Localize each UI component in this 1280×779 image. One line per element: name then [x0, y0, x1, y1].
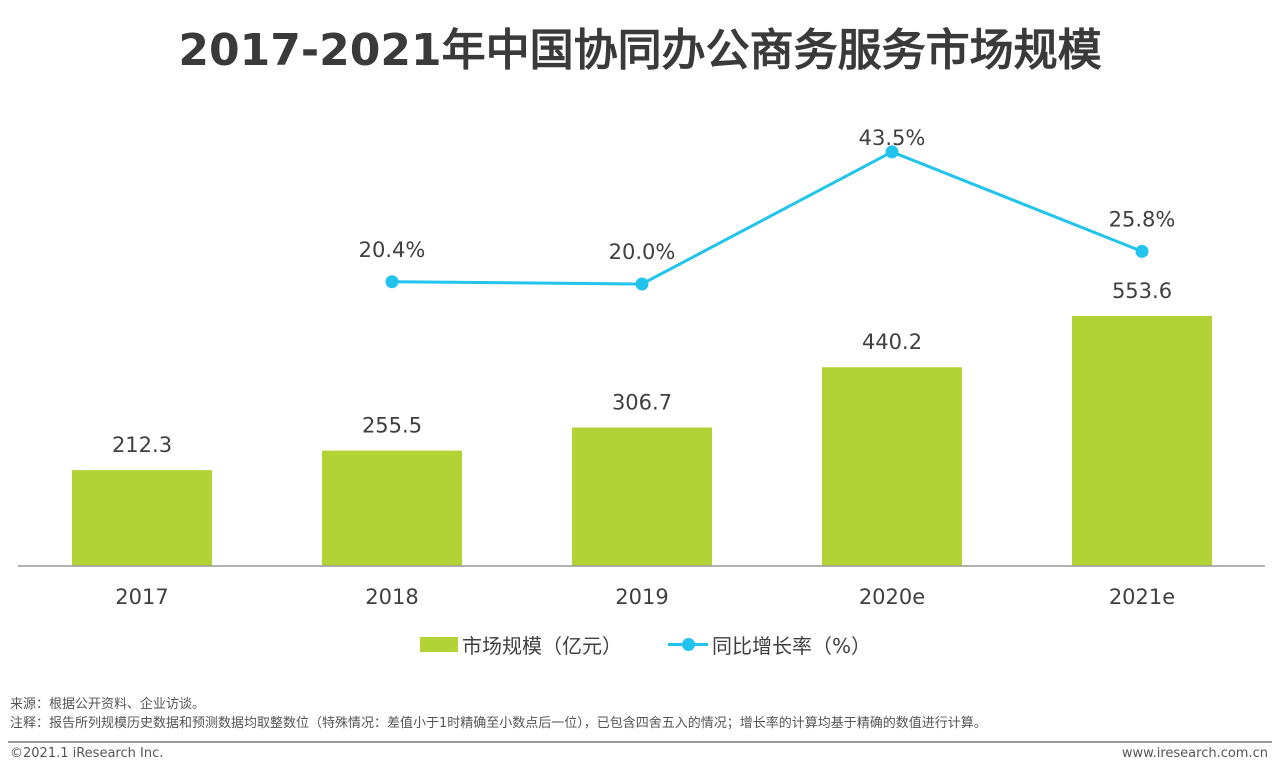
legend: 市场规模（亿元） 同比增长率（%） — [420, 630, 871, 659]
legend-line-label: 同比增长率（%） — [712, 634, 872, 658]
footnote: 注释：报告所列规模历史数据和预测数据均取整数位（特殊情况：差值小于1时精确至小数… — [10, 716, 987, 731]
x-tick-label: 2019 — [615, 585, 668, 609]
bar-value-label: 306.7 — [612, 390, 672, 414]
bar — [322, 450, 462, 566]
x-tick-label: 2020e — [859, 585, 925, 609]
copyright: ©2021.1 iResearch Inc. — [10, 746, 164, 761]
bar — [822, 367, 962, 566]
x-tick-label: 2021e — [1109, 585, 1175, 609]
growth-line — [391, 150, 1143, 286]
legend-bar-label: 市场规模（亿元） — [462, 634, 622, 658]
website: www.iresearch.com.cn — [1121, 746, 1268, 761]
growth-value-label: 43.5% — [859, 126, 926, 150]
growth-value-label: 20.4% — [359, 238, 426, 262]
bar-value-label: 440.2 — [862, 330, 922, 354]
growth-value-label: 20.0% — [609, 240, 676, 264]
growth-point — [1135, 244, 1149, 258]
chart: 212.3 2017 255.5 2018 306.7 2019 440.2 2020e 553… — [18, 126, 1265, 609]
bar-value-label: 212.3 — [112, 433, 172, 457]
bar-value-label: 553.6 — [1112, 279, 1172, 303]
growth-point — [885, 145, 899, 159]
growth-point — [385, 275, 399, 289]
x-tick-label: 2018 — [365, 585, 418, 609]
legend-line-swatch — [668, 638, 708, 651]
growth-point — [635, 277, 649, 291]
bar — [72, 470, 212, 566]
x-tick-label: 2017 — [115, 585, 168, 609]
footer-divider — [8, 741, 1272, 743]
chart-title: 2017-2021年中国协同办公商务服务市场规模 — [178, 25, 1102, 76]
bar-value-label: 255.5 — [362, 414, 422, 438]
legend-bar-swatch — [420, 637, 458, 652]
bar — [572, 427, 712, 566]
source-note: 来源：根据公开资料、企业访谈。 — [10, 697, 206, 712]
bar — [1072, 315, 1212, 566]
growth-value-label: 25.8% — [1109, 207, 1176, 231]
